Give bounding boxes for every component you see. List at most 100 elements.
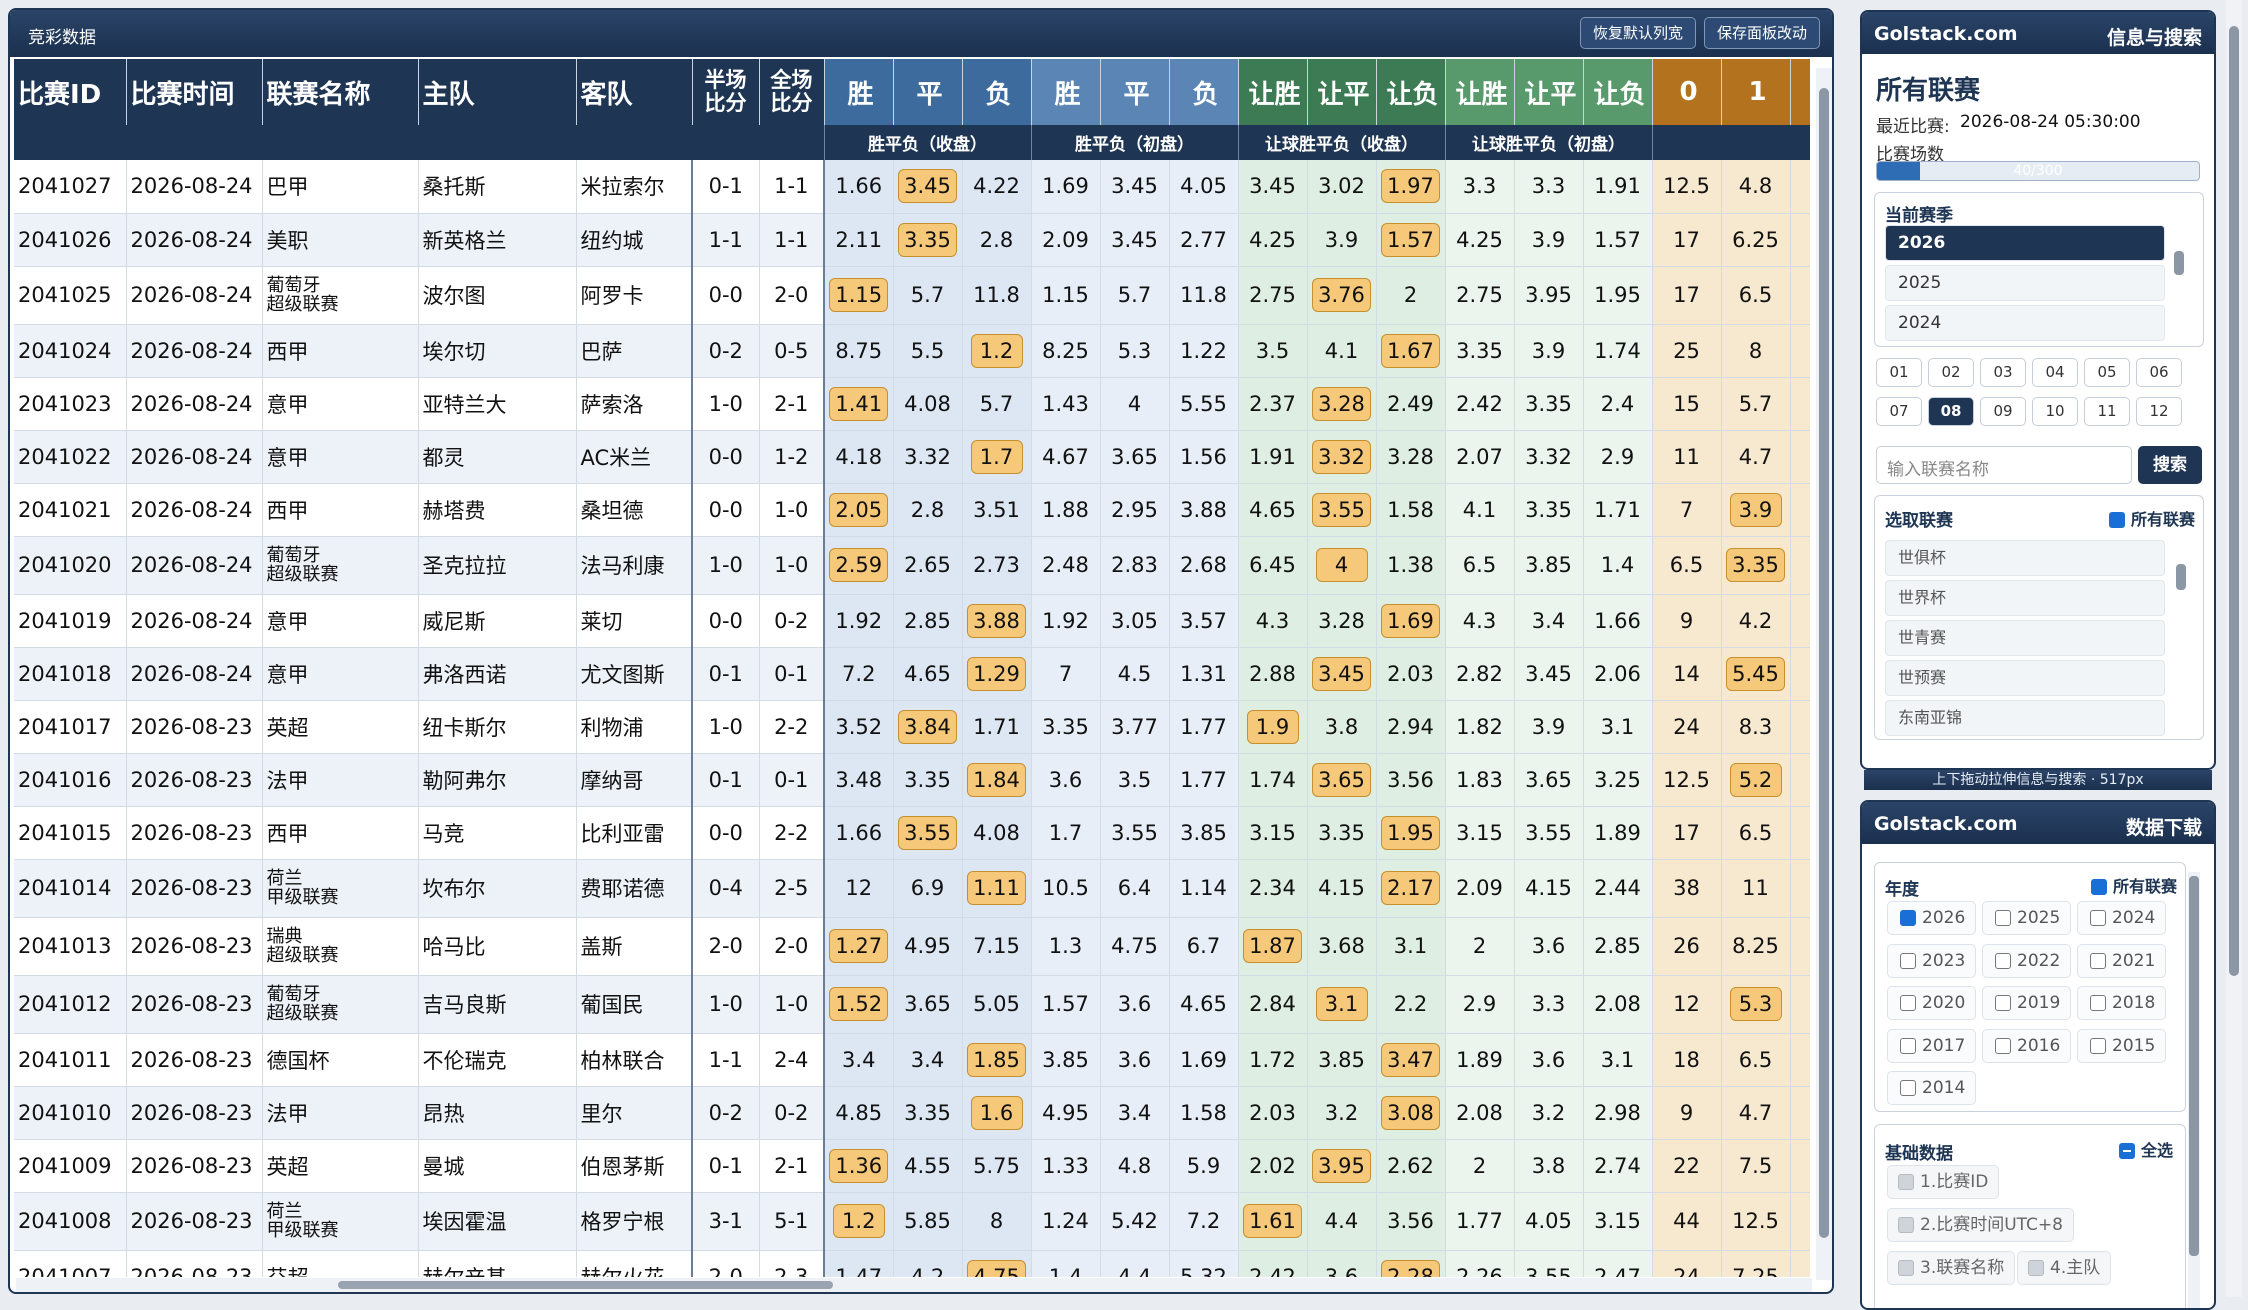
- month-button[interactable]: 03: [1980, 358, 2026, 387]
- odds-cell: 3.56: [1376, 1192, 1446, 1251]
- month-button[interactable]: 04: [2032, 358, 2078, 387]
- checkbox[interactable]: [1995, 995, 2011, 1011]
- checkbox[interactable]: [2090, 995, 2106, 1011]
- checkbox[interactable]: [1995, 1037, 2011, 1054]
- match-row[interactable]: 2041016 2026-08-23 法甲 勒阿弗尔 摩纳哥 0-1 0-1 3.48 3.35…: [14, 753, 1810, 807]
- scroll-thumb[interactable]: [2174, 251, 2184, 275]
- all-leagues-checkbox[interactable]: 所有联赛: [2090, 873, 2177, 897]
- checkbox[interactable]: [2090, 879, 2107, 895]
- match-row[interactable]: 2041026 2026-08-24 美职 新英格兰 纽约城 1-1 1-1 2.11 3.35…: [14, 213, 1810, 267]
- page-scrollbar[interactable]: [2226, 0, 2242, 1297]
- year-option[interactable]: 2015: [2077, 1028, 2166, 1063]
- month-button[interactable]: 02: [1928, 358, 1974, 387]
- match-row[interactable]: 2041017 2026-08-23 英超 纽卡斯尔 利物浦 1-0 2-2 3.52 3.84…: [14, 700, 1810, 754]
- month-button[interactable]: 09: [1980, 397, 2026, 426]
- checkbox[interactable]: [1898, 1217, 1914, 1233]
- odds-value: 7.2: [1186, 1209, 1221, 1233]
- year-option[interactable]: 2021: [2077, 943, 2166, 978]
- search-button[interactable]: 搜索: [2138, 446, 2202, 484]
- season-item[interactable]: 2024: [1885, 305, 2165, 341]
- field-option[interactable]: 2.比赛时间UTC+8: [1887, 1208, 2074, 1242]
- match-row[interactable]: 2041020 2026-08-24 葡萄牙 超级联赛 圣克拉拉 法马利康 1-0 1-0 2…: [14, 536, 1810, 595]
- season-item[interactable]: 2025: [1885, 265, 2165, 301]
- list-scrollbar[interactable]: [2175, 546, 2187, 726]
- select-all-checkbox[interactable]: 全选: [2118, 1137, 2173, 1161]
- save-button[interactable]: 保存面板改动: [1704, 17, 1821, 49]
- month-button[interactable]: 08: [1928, 397, 1974, 426]
- year-option[interactable]: 2022: [1982, 943, 2071, 978]
- checkbox[interactable]: [1900, 952, 1916, 969]
- vertical-scrollbar[interactable]: [1816, 68, 1832, 1280]
- league-item[interactable]: 东南亚锦: [1885, 700, 2165, 736]
- month-button[interactable]: 11: [2084, 397, 2130, 426]
- year-option[interactable]: 2019: [1982, 986, 2071, 1020]
- league-item[interactable]: 世俱杯: [1885, 540, 2165, 576]
- year-option[interactable]: 2018: [2077, 986, 2166, 1020]
- league-item[interactable]: 世预赛: [1885, 660, 2165, 696]
- match-row[interactable]: 2041025 2026-08-24 葡萄牙 超级联赛 波尔图 阿罗卡 0-0 2-0 1.1…: [14, 266, 1810, 325]
- search-input[interactable]: 输入联赛名称: [1876, 446, 2132, 484]
- checkbox[interactable]: [1898, 1174, 1914, 1190]
- year-option[interactable]: 2024: [2077, 901, 2166, 935]
- match-row[interactable]: 2041008 2026-08-23 荷兰 甲级联赛 埃因霍温 格罗宁根 3-1 5-1 1.…: [14, 1192, 1810, 1251]
- match-row[interactable]: 2041021 2026-08-24 西甲 赫塔费 桑坦德 0-0 1-0 2.05 2.8 3.…: [14, 483, 1810, 537]
- checkbox[interactable]: [1900, 910, 1916, 926]
- month-button[interactable]: 01: [1876, 358, 1922, 387]
- reset-width-button[interactable]: 恢复默认列宽: [1580, 17, 1697, 49]
- checkbox[interactable]: [1898, 1260, 1914, 1276]
- match-row[interactable]: 2041019 2026-08-24 意甲 威尼斯 莱切 0-0 0-2 1.92 2.85 3.…: [14, 594, 1810, 648]
- match-row[interactable]: 2041023 2026-08-24 意甲 亚特兰大 萨索洛 1-0 2-1 1.41 4.08…: [14, 377, 1810, 431]
- checkbox[interactable]: [2118, 1143, 2135, 1159]
- match-row[interactable]: 2041027 2026-08-24 巴甲 桑托斯 米拉索尔 0-1 1-1 1.66 3.45…: [14, 160, 1810, 214]
- scroll-thumb[interactable]: [2176, 564, 2186, 590]
- scroll-thumb[interactable]: [1819, 88, 1829, 1238]
- year-option[interactable]: 2025: [1982, 901, 2071, 935]
- scroll-thumb[interactable]: [2189, 876, 2199, 1256]
- month-button[interactable]: 10: [2032, 397, 2078, 426]
- checkbox[interactable]: [2090, 952, 2106, 969]
- match-row[interactable]: 2041024 2026-08-24 西甲 埃尔切 巴萨 0-2 0-5 8.75 5.5 1.2…: [14, 324, 1810, 378]
- field-option[interactable]: 1.比赛ID: [1887, 1165, 2000, 1199]
- month-button[interactable]: 05: [2084, 358, 2130, 387]
- panel-scrollbar[interactable]: [2188, 872, 2200, 1308]
- scroll-thumb[interactable]: [338, 1281, 833, 1289]
- checkbox[interactable]: [1995, 910, 2011, 926]
- horizontal-scrollbar[interactable]: [16, 1278, 1812, 1292]
- resize-handle[interactable]: 上下拖动拉伸信息与搜索 · 517px: [1864, 770, 2212, 790]
- year-option[interactable]: 2020: [1887, 986, 1976, 1020]
- month-button[interactable]: 12: [2136, 397, 2182, 426]
- league-item[interactable]: 世青赛: [1885, 620, 2165, 656]
- match-row[interactable]: 2041014 2026-08-23 荷兰 甲级联赛 坎布尔 费耶诺德 0-4 2-5 12 6…: [14, 859, 1810, 918]
- match-row[interactable]: 2041015 2026-08-23 西甲 马竞 比利亚雷 0-0 2-2 1.66 3.55 4…: [14, 806, 1810, 860]
- scroll-thumb[interactable]: [2229, 26, 2239, 976]
- year-option[interactable]: 2016: [1982, 1028, 2071, 1063]
- all-leagues-checkbox[interactable]: 所有联赛: [2108, 506, 2195, 530]
- checkbox[interactable]: [1900, 1080, 1916, 1096]
- match-row[interactable]: 2041009 2026-08-23 英超 曼城 伯恩茅斯 0-1 2-1 1.36 4.55 5…: [14, 1139, 1810, 1193]
- field-option[interactable]: 4.主队: [2017, 1251, 2112, 1285]
- checkbox[interactable]: [2028, 1260, 2044, 1276]
- season-item[interactable]: 2026: [1885, 225, 2165, 261]
- checkbox[interactable]: [2108, 512, 2125, 528]
- checkbox[interactable]: [2090, 1037, 2106, 1054]
- checkbox[interactable]: [1995, 952, 2011, 969]
- month-button[interactable]: 06: [2136, 358, 2182, 387]
- list-scrollbar[interactable]: [2173, 231, 2185, 341]
- match-row[interactable]: 2041010 2026-08-23 法甲 昂热 里尔 0-2 0-2 4.85 3.35 1.6…: [14, 1086, 1810, 1140]
- checkbox[interactable]: [1900, 1037, 1916, 1054]
- checkbox[interactable]: [2090, 910, 2106, 926]
- match-row[interactable]: 2041022 2026-08-24 意甲 都灵 AC米兰 0-0 1-2 4.18 3.32 1…: [14, 430, 1810, 484]
- match-row[interactable]: 2041012 2026-08-23 葡萄牙 超级联赛 吉马良斯 葡国民 1-0 1-0 1.…: [14, 975, 1810, 1034]
- year-option[interactable]: 2026: [1887, 901, 1976, 935]
- checkbox[interactable]: [1900, 995, 1916, 1011]
- field-option[interactable]: 3.联赛名称: [1887, 1251, 2016, 1285]
- league-item[interactable]: 世界杯: [1885, 580, 2165, 616]
- match-row[interactable]: 2041018 2026-08-24 意甲 弗洛西诺 尤文图斯 0-1 0-1 7.2 4.65…: [14, 647, 1810, 701]
- match-row[interactable]: 2041013 2026-08-23 瑞典 超级联赛 哈马比 盖斯 2-0 2-0 1.27 4…: [14, 917, 1810, 976]
- year-option[interactable]: 2023: [1887, 943, 1976, 978]
- month-button[interactable]: 07: [1876, 397, 1922, 426]
- match-row[interactable]: 2041011 2026-08-23 德国杯 不伦瑞克 柏林联合 1-1 2-4 3.4 3.4…: [14, 1033, 1810, 1087]
- year-option[interactable]: 2014: [1887, 1071, 1976, 1105]
- year-option[interactable]: 2017: [1887, 1028, 1976, 1063]
